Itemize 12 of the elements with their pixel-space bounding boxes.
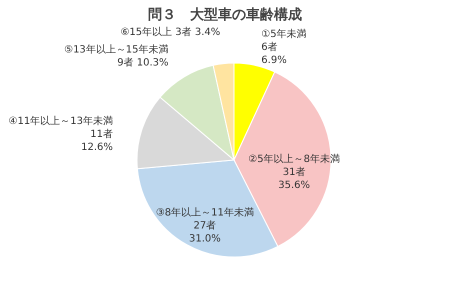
data-label: 11者 12.6% xyxy=(81,128,113,154)
data-label: 9者 10.3% xyxy=(117,56,169,68)
data-label: 6者 6.9% xyxy=(261,41,287,66)
slice-label: ②5年以上～8年未満 xyxy=(248,152,340,165)
slice-label: ④11年以上～13年未満 xyxy=(8,115,113,128)
slice-label: ①5年未満 xyxy=(261,28,307,40)
slice-label: ③8年以上～11年未満 xyxy=(156,206,254,219)
slice-label: ⑤13年以上～15年未満 xyxy=(64,43,169,56)
slice-label: ⑥15年以上 3者 3.4% xyxy=(120,26,220,38)
chart-title: 問３ 大型車の車齢構成 xyxy=(148,7,302,23)
data-label: 27者 31.0% xyxy=(188,220,221,245)
data-label: 31者 35.6% xyxy=(278,166,310,191)
